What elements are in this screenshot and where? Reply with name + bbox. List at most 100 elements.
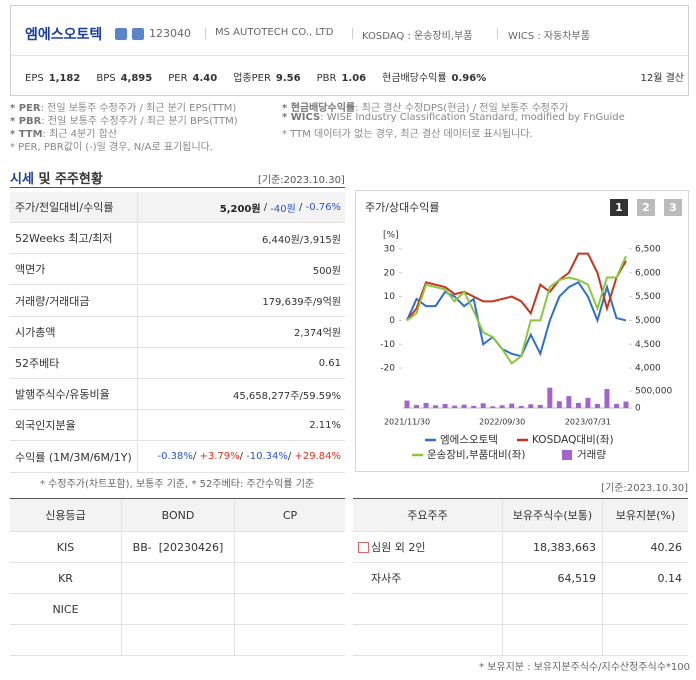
note-term: * TTM: [10, 129, 43, 140]
value-part: /: [295, 201, 306, 213]
value-part: /: [287, 451, 295, 463]
row-value: 6,440원/3,915원: [138, 223, 345, 255]
line-series: [406, 252, 627, 322]
note-term: * 현금배당수익률: [282, 103, 356, 114]
metric-label: BPS: [96, 73, 116, 84]
tab[interactable]: [610, 199, 628, 216]
value-part: -0.76%: [305, 201, 341, 213]
volume-bar: [423, 402, 429, 408]
metric-label: PER: [168, 73, 188, 84]
y-tick-label: 20: [384, 268, 396, 278]
volume-bar: [556, 401, 562, 408]
expand-icon[interactable]: [358, 542, 369, 553]
legend-label: 거래량: [577, 449, 606, 461]
table-cell: 40.26: [603, 532, 688, 563]
volume-bar: [623, 401, 629, 408]
title-rest: 및 주주현황: [38, 172, 103, 187]
company-name[interactable]: 엠에스오토텍: [25, 27, 103, 43]
tab[interactable]: [664, 199, 682, 216]
empty-cell: [235, 532, 345, 563]
table-cell: BB- [20230426]: [122, 532, 235, 563]
row-label: 시가총액: [10, 316, 138, 348]
y2-tick-label: 6,500: [635, 244, 661, 254]
row-label: 거래량/거래대금: [10, 285, 138, 317]
table-cell: KR: [10, 563, 122, 594]
empty-cell: [353, 594, 503, 625]
chart-title: 주가/상대수익률: [365, 201, 440, 214]
tab-label: 3: [669, 201, 677, 214]
volume-bar: [604, 389, 610, 408]
note-text: : 전일 보통주 수정주가 / 최근 분기 BPS(TTM): [41, 116, 238, 127]
volume-bar: [490, 406, 496, 408]
value-part: -10.34%: [246, 451, 288, 463]
note-term: * PER: [10, 103, 41, 114]
chart: 주가/상대수익률 1 2 3 [%] -20 -10 0 10 20 30 4,000 4,500 5,0…: [365, 199, 682, 461]
volume-bar: [547, 387, 553, 408]
header-box: [10, 5, 689, 96]
value-part: 6,440원/3,915원: [261, 234, 341, 246]
value-part: +29.84%: [294, 451, 341, 463]
notes-left: * PER: 전일 보통주 수정주가 / 최근 분기 EPS(TTM) * PBR…: [10, 99, 238, 153]
value-part: 179,639주/9억원: [262, 297, 341, 309]
tab-label: 1: [615, 201, 623, 214]
metric: 업종PER 9.56: [233, 73, 300, 84]
header-divider: [11, 55, 688, 56]
volume-bar: [509, 403, 515, 408]
metric-label: 현금배당수익률: [382, 73, 447, 84]
note-term: * PER, PBR값이 (-)일 경우, N/A로 표기됩니다.: [10, 142, 214, 153]
metric: BPS 4,895: [96, 73, 152, 84]
market: KOSDAQ : 운송장비,부품: [362, 31, 473, 42]
y2-tick-label: 500,000: [635, 387, 672, 397]
y2-tick-label: 0: [635, 404, 641, 414]
metric-value: 4.40: [192, 73, 218, 84]
row-label: 외국인지분율: [10, 410, 138, 442]
y2-tick-label: 6,000: [635, 268, 661, 278]
volume-bar: [585, 397, 591, 408]
legend-label: KOSDAQ대비(좌): [532, 434, 614, 446]
legend-label: 엠에스오토텍: [440, 434, 498, 446]
row-label: 52주베타: [10, 348, 138, 379]
volume-bar: [518, 405, 524, 408]
volume-bar: [442, 403, 448, 408]
note-text: : 최근 4분기 합산: [42, 129, 118, 140]
empty-cell: [603, 625, 688, 656]
x-tick-label: 2023/07/31: [565, 418, 611, 427]
metric-label: EPS: [25, 73, 44, 84]
note-text: : 최근 결산 수정DPS(현금) / 전일 보통주 수정주가: [355, 103, 569, 114]
info-icon[interactable]: [132, 28, 144, 40]
row-label: 52Weeks 최고/최저: [10, 223, 138, 255]
row-value: 2.11%: [138, 410, 345, 442]
stock-code: 123040: [149, 27, 191, 40]
empty-cell: [122, 594, 235, 625]
volume-bar: [452, 405, 458, 408]
tab[interactable]: [637, 199, 655, 216]
note: * 현금배당수익률: 최근 결산 수정DPS(현금) / 전일 보통주 수정주가: [282, 99, 625, 114]
volume-bar: [480, 403, 486, 408]
settlement: 12월 결산: [640, 73, 684, 84]
empty-cell: [235, 625, 345, 656]
header-cell: 보유지분(%): [603, 499, 688, 532]
metric: PER 4.40: [168, 73, 217, 84]
legend-label: 운송장비,부품대비(좌): [427, 449, 525, 461]
y2-tick-label: 5,500: [635, 292, 661, 302]
legend-swatch: [562, 450, 572, 460]
market-footnote: * 수정주가(차트포함), 보통주 기준, * 52주베타: 주간수익률 기준: [40, 479, 315, 490]
header-cell: 신용등급: [10, 499, 122, 532]
row-value: 2,374억원: [138, 317, 345, 348]
note: * TTM 데이터가 없는 경우, 최근 결산 데이터로 표시됩니다.: [282, 125, 625, 140]
row-value: -0.38% / +3.79% / -10.34% / +29.84%: [138, 442, 345, 473]
volume-bar: [528, 404, 534, 408]
metric: PBR 1.06: [317, 73, 367, 84]
home-icon[interactable]: [115, 28, 127, 40]
holders-date: [기준:2023.10.30]: [601, 483, 688, 494]
empty-cell: [122, 563, 235, 594]
value-part: -0.38%: [157, 451, 193, 463]
volume-bar: [414, 404, 420, 408]
table-cell: 18,383,663: [503, 532, 603, 563]
volume-bar: [404, 400, 410, 408]
table-cell: 64,519: [503, 563, 603, 594]
table-cell: 심원 외 2인: [353, 532, 503, 563]
note: * PER, PBR값이 (-)일 경우, N/A로 표기됩니다.: [10, 138, 238, 153]
note: * WICS: WISE Industry Classification Sta…: [282, 112, 625, 125]
